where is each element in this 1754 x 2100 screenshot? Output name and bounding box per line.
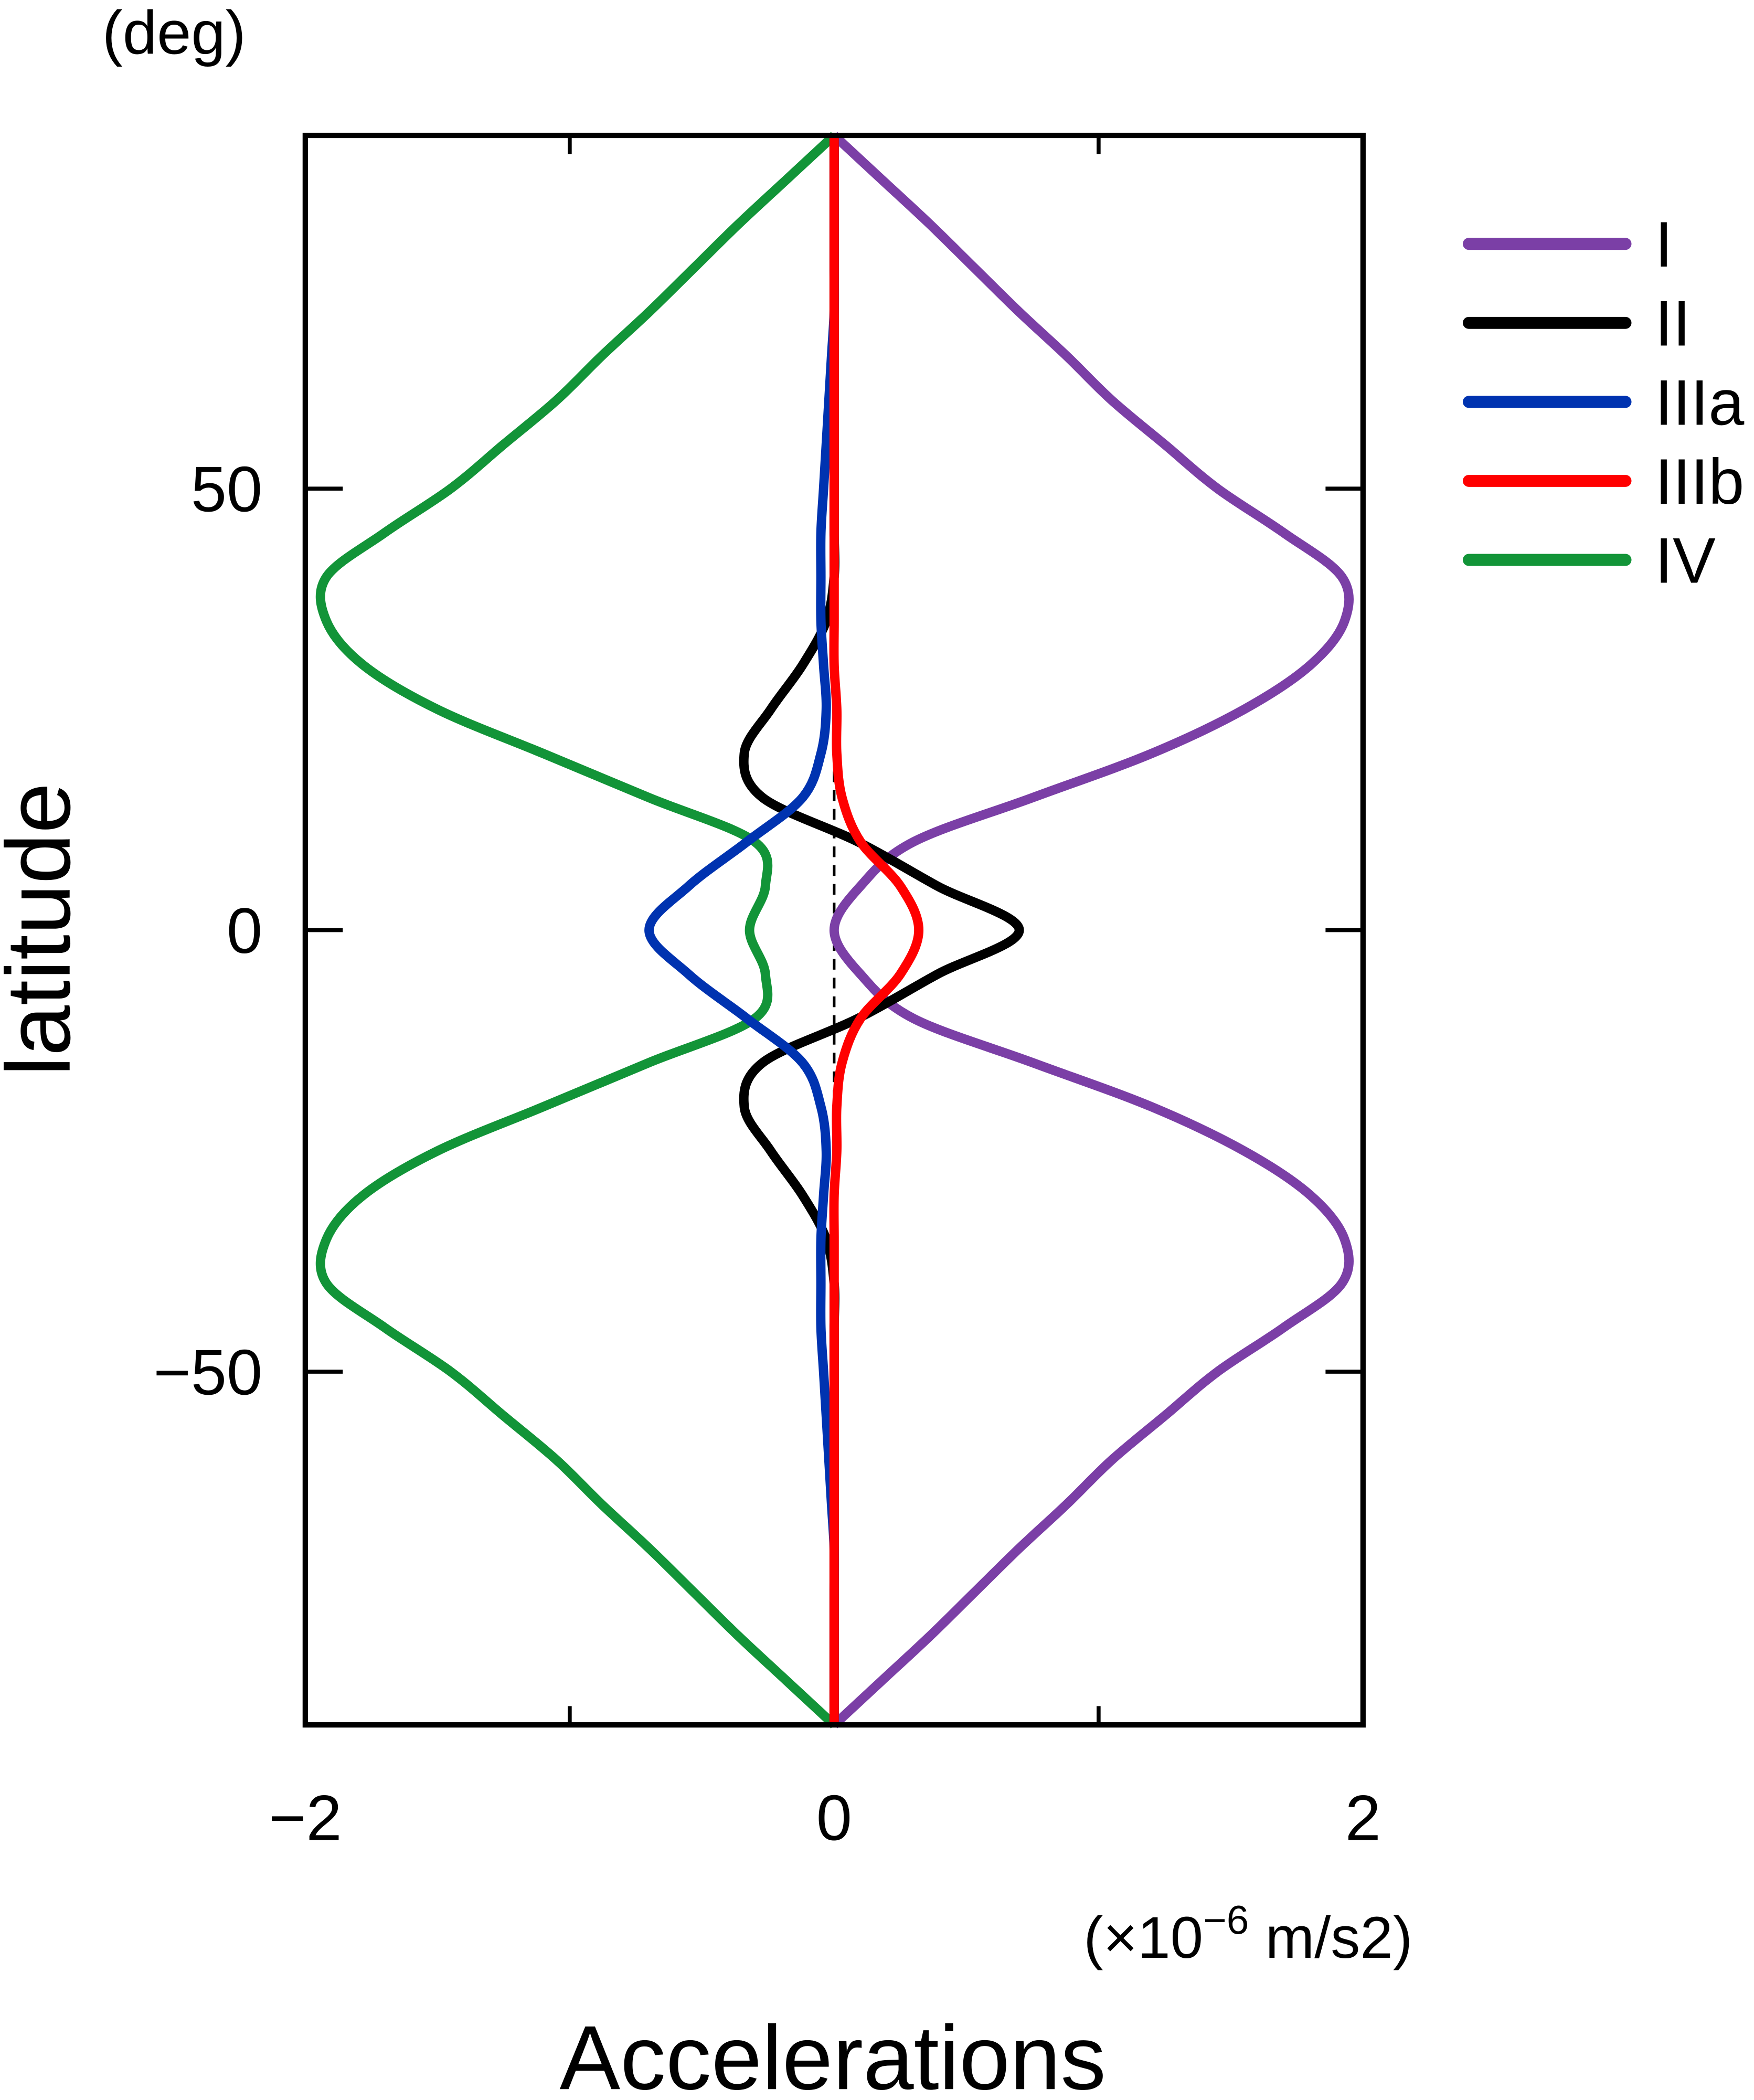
y-unit: (deg) <box>102 0 246 67</box>
x-unit-part: m/s2) <box>1249 1904 1412 1970</box>
plot-frame <box>302 132 1366 1728</box>
series-line <box>739 135 1024 1725</box>
legend-label: I <box>1655 208 1673 280</box>
legend-label: IIIa <box>1655 366 1745 438</box>
x-axis-title: Accelerations <box>559 2007 1106 2100</box>
y-tick-label: −50 <box>153 1336 262 1408</box>
series-line <box>829 135 924 1725</box>
legend-label: IV <box>1655 524 1716 596</box>
series-line <box>829 132 1354 1728</box>
x-tick-label: 0 <box>816 1782 852 1854</box>
x-tick-label: 2 <box>1345 1782 1381 1854</box>
series-line <box>644 135 839 1725</box>
x-unit-part: (×10 <box>1083 1904 1203 1970</box>
x-tick-label: −2 <box>269 1782 342 1854</box>
y-tick-label: 0 <box>227 895 262 967</box>
x-unit: (×10−6 m/s2) <box>1083 1898 1412 1970</box>
y-tick-label: 50 <box>191 453 262 525</box>
series-line <box>315 132 837 1728</box>
y-axis-title: latitude <box>0 783 89 1077</box>
legend-label: II <box>1655 288 1691 359</box>
legend-label: IIIb <box>1655 446 1744 517</box>
x-unit-exponent: −6 <box>1203 1898 1249 1943</box>
